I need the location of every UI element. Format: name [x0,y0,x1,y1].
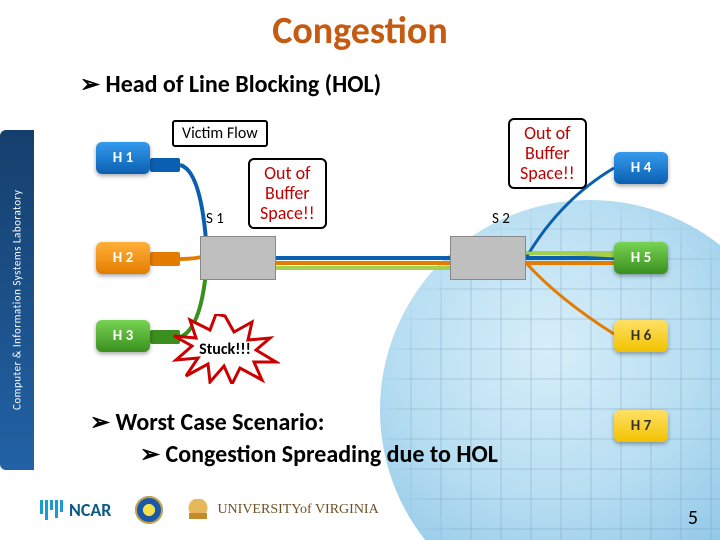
switch-s1 [200,236,276,280]
switch-s2 [450,236,526,280]
host-h1: H 1 [96,142,150,174]
stuck-label: Stuck!!! [199,340,251,359]
out-of-buffer-callout-s2: Out of Buffer Space!! [508,118,587,189]
stuck-burst: Stuck!!! [170,314,280,384]
host-h7: H 7 [614,410,668,442]
host-h3: H 3 [96,320,150,352]
out-of-buffer-callout-s1: Out of Buffer Space!! [248,158,327,229]
victim-flow-callout: Victim Flow [172,120,268,147]
switch-s2-label: S 2 [492,210,510,228]
host-h6: H 6 [614,320,668,352]
host-h2: H 2 [96,242,150,274]
switch-s1-label: S 1 [206,210,224,228]
host-h5: H 5 [614,242,668,274]
host-h4: H 4 [614,152,668,184]
